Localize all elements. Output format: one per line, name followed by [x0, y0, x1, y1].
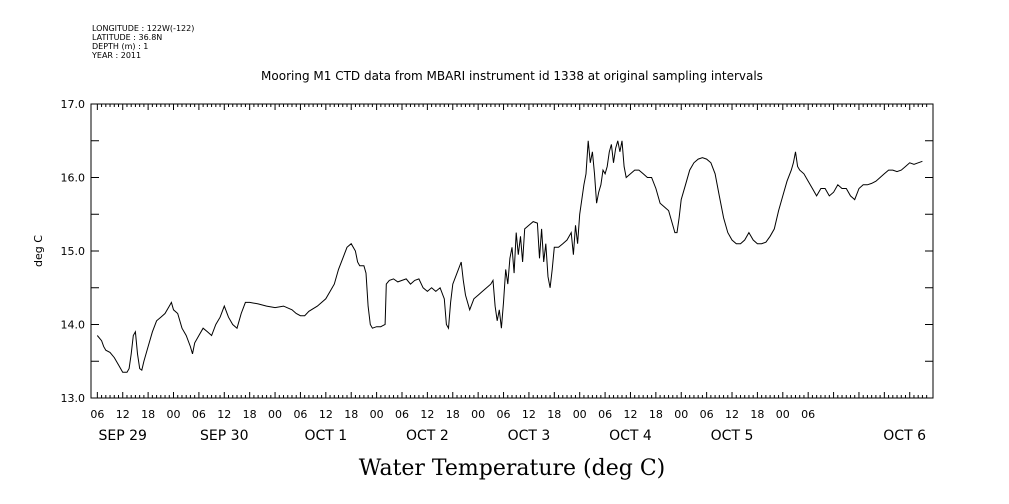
x-tick-label: 00 [370, 408, 384, 421]
x-tick-label: 12 [217, 408, 231, 421]
x-tick-label: 00 [573, 408, 587, 421]
metadata-block: LONGITUDE : 122W(-122) LATITUDE : 36.8N … [91, 24, 194, 60]
x-tick-label: 00 [674, 408, 688, 421]
x-tick-label: 06 [497, 408, 511, 421]
x-tick-label: 18 [547, 408, 561, 421]
x-tick-label: 06 [598, 408, 612, 421]
x-day-label: SEP 29 [99, 428, 147, 444]
x-tick-label: 06 [192, 408, 206, 421]
axis-ticks [91, 103, 933, 399]
x-tick-label: 12 [420, 408, 434, 421]
metadata-longitude: LONGITUDE : 122W(-122) [92, 24, 194, 33]
y-axis-label: deg C [32, 235, 45, 267]
x-day-label: OCT 2 [406, 428, 449, 444]
y-tick-label: 13.0 [61, 392, 86, 405]
metadata-depth: DEPTH (m) : 1 [92, 42, 148, 51]
chart-title: Mooring M1 CTD data from MBARI instrumen… [261, 69, 763, 83]
x-tick-label: 06 [801, 408, 815, 421]
x-tick-label: 06 [90, 408, 104, 421]
x-day-label: OCT 1 [304, 428, 347, 444]
x-tick-label: 00 [471, 408, 485, 421]
x-tick-label: 06 [700, 408, 714, 421]
y-tick-label: 17.0 [61, 98, 86, 111]
series-line [96, 140, 923, 373]
y-tick-label: 14.0 [61, 319, 86, 332]
x-tick-label: 12 [623, 408, 637, 421]
x-tick-label: 18 [649, 408, 663, 421]
y-tick-labels: 13.0 14.0 15.0 16.0 17.0 [61, 98, 86, 405]
x-day-label: SEP 30 [200, 428, 248, 444]
x-tick-label: 12 [319, 408, 333, 421]
x-tick-label: 00 [776, 408, 790, 421]
x-tick-label: 06 [293, 408, 307, 421]
x-tick-label: 18 [446, 408, 460, 421]
x-tick-label: 12 [522, 408, 536, 421]
y-tick-label: 15.0 [61, 245, 86, 258]
x-tick-label: 06 [395, 408, 409, 421]
x-tick-label: 12 [725, 408, 739, 421]
x-tick-label: 18 [344, 408, 358, 421]
x-tick-label: 00 [268, 408, 282, 421]
x-day-label: OCT 4 [609, 428, 652, 444]
x-day-labels: SEP 29 SEP 30 OCT 1 OCT 2 OCT 3 OCT 4 OCT 5 OCT… [99, 428, 927, 444]
x-tick-label: 18 [243, 408, 257, 421]
metadata-latitude: LATITUDE : 36.8N [92, 33, 162, 42]
x-tick-label: 00 [167, 408, 181, 421]
x-axis-label: Water Temperature (deg C) [359, 456, 666, 481]
metadata-year: YEAR : 2011 [91, 51, 141, 60]
x-day-label: OCT 5 [711, 428, 754, 444]
x-tick-label: 18 [750, 408, 764, 421]
x-day-label: OCT 3 [508, 428, 551, 444]
y-tick-label: 16.0 [61, 172, 86, 185]
x-tick-label: 12 [116, 408, 130, 421]
x-day-label: OCT 6 [883, 428, 926, 444]
x-tick-labels: 06 12 18 00 06 12 18 00 06 12 18 00 06 12 18 00 06 12 18 00… [90, 408, 815, 421]
x-tick-label: 18 [141, 408, 155, 421]
